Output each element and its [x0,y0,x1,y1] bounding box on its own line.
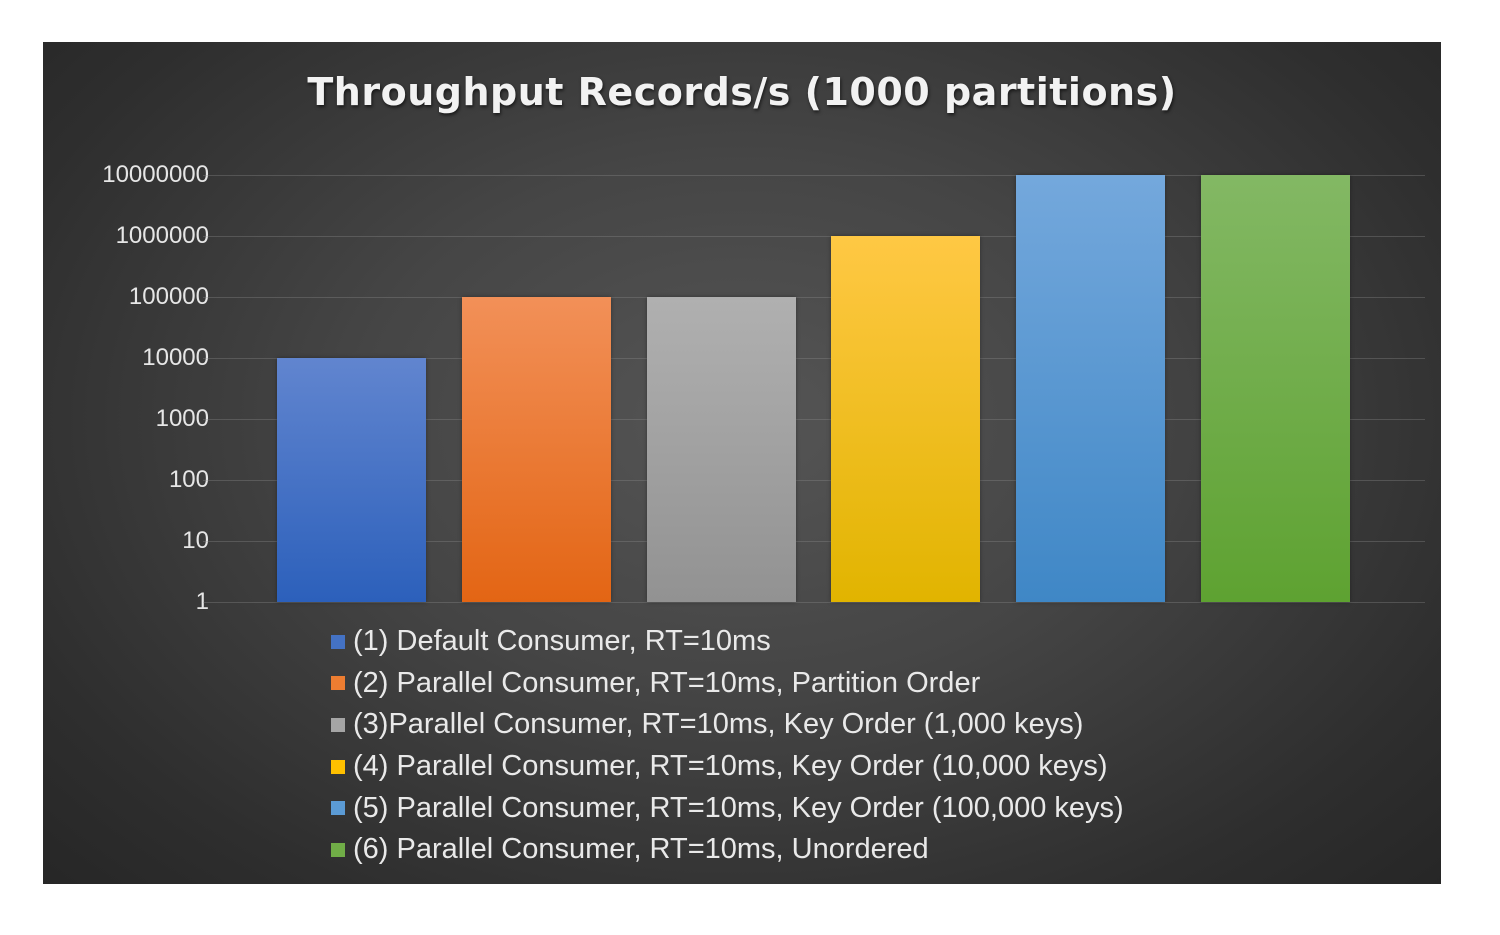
y-tick-label: 10000 [142,344,209,371]
legend-item[interactable]: (5) Parallel Consumer, RT=10ms, Key Orde… [331,787,1124,829]
y-tick-label: 10 [182,527,209,554]
y-tick-label: 10000000 [102,161,209,188]
legend-item[interactable]: (2) Parallel Consumer, RT=10ms, Partitio… [331,663,1124,705]
legend-swatch-icon [331,842,345,857]
legend-label: (6) Parallel Consumer, RT=10ms, Unordere… [353,833,929,866]
legend-swatch-icon [331,801,345,816]
gridline [203,236,1425,237]
bar-series-6[interactable] [1201,175,1350,602]
legend: (1) Default Consumer, RT=10ms (2) Paralle… [331,621,1124,871]
chart-area: Throughput Records/s (1000 partitions) 1… [43,42,1441,884]
legend-item[interactable]: (4) Parallel Consumer, RT=10ms, Key Orde… [331,746,1124,788]
y-tick-label: 100000 [128,283,209,310]
gridline [203,419,1425,420]
bar-series-5[interactable] [1016,175,1165,602]
legend-item[interactable]: (6) Parallel Consumer, RT=10ms, Unordere… [331,829,1124,871]
legend-item[interactable]: (1) Default Consumer, RT=10ms [331,621,1124,663]
bar-series-2[interactable] [462,297,611,602]
bar-series-3[interactable] [647,297,796,602]
legend-item[interactable]: (3)Parallel Consumer, RT=10ms, Key Order… [331,704,1124,746]
legend-swatch-icon [331,676,345,691]
gridline [203,175,1425,176]
bar-series-4[interactable] [831,236,980,602]
gridline [203,480,1425,481]
y-tick-label: 100 [168,466,209,493]
y-tick-label: 1 [195,588,209,615]
gridline [203,602,1425,603]
legend-swatch-icon [331,634,345,649]
y-tick-label: 1000 [155,405,209,432]
gridline [203,358,1425,359]
legend-swatch-icon [331,717,345,732]
y-tick-label: 1000000 [115,222,209,249]
gridline [203,297,1425,298]
legend-label: (5) Parallel Consumer, RT=10ms, Key Orde… [353,791,1124,824]
legend-swatch-icon [331,759,345,774]
legend-label: (4) Parallel Consumer, RT=10ms, Key Orde… [353,750,1108,783]
legend-label: (3)Parallel Consumer, RT=10ms, Key Order… [353,708,1084,741]
chart-title: Throughput Records/s (1000 partitions) [307,70,1177,114]
bar-series-1[interactable] [277,358,426,602]
legend-label: (2) Parallel Consumer, RT=10ms, Partitio… [353,666,981,699]
legend-label: (1) Default Consumer, RT=10ms [353,625,771,658]
gridline [203,541,1425,542]
